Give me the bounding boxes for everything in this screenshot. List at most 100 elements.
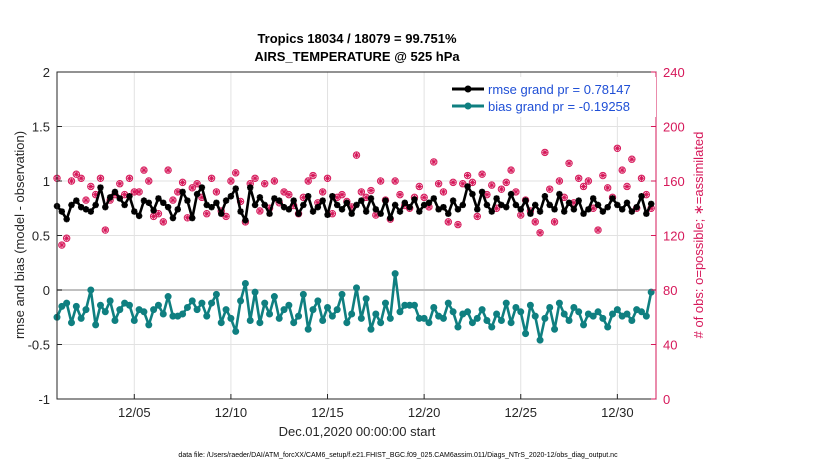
bias-point: [72, 302, 80, 310]
rmse-point: [68, 201, 75, 209]
bias-point: [246, 317, 254, 325]
obs-assimilated-marker: [455, 222, 461, 228]
obs-possible-marker: [135, 188, 143, 196]
obs-possible-marker: [203, 210, 211, 218]
obs-assimilated-marker: [474, 213, 480, 220]
legend-rmse-label: rmse grand pr = 0.78147: [488, 82, 631, 97]
bias-point: [338, 290, 346, 298]
bias-point: [570, 303, 578, 311]
bias-point: [381, 299, 389, 307]
rmse-point: [503, 203, 510, 211]
bias-point: [111, 317, 119, 325]
bias-point: [526, 301, 534, 309]
rmse-point: [647, 200, 655, 208]
bias-point: [140, 308, 148, 316]
obs-assimilated-marker: [378, 178, 384, 184]
rmse-point: [314, 203, 322, 211]
obs-possible-marker: [164, 166, 172, 174]
obs-possible-marker: [396, 190, 404, 199]
y-left-tick-label: 2: [43, 65, 50, 80]
rmse-point: [193, 190, 201, 198]
rmse-point: [271, 195, 278, 202]
bias-point: [290, 319, 298, 327]
bias-point: [512, 303, 520, 311]
obs-assimilated-marker: [580, 183, 587, 190]
rmse-point: [140, 197, 148, 204]
rmse-point: [585, 206, 592, 213]
bias-point: [609, 310, 617, 318]
obs-assimilated-marker: [271, 178, 277, 184]
bias-point: [464, 308, 472, 316]
obs-possible-marker: [579, 182, 588, 191]
rmse-point: [174, 206, 181, 213]
obs-assimilated-marker: [324, 175, 331, 181]
bias-point: [295, 312, 303, 320]
obs-assimilated-marker: [117, 181, 123, 187]
rmse-point: [411, 196, 418, 203]
bias-point: [125, 301, 133, 309]
rmse-point: [145, 199, 152, 206]
bias-point: [154, 301, 162, 309]
y-left-tick-label: 0: [43, 283, 50, 298]
rmse-point: [459, 201, 466, 209]
obs-assimilated-marker: [590, 205, 596, 211]
obs-assimilated-marker: [97, 175, 104, 181]
bias-point: [473, 314, 481, 322]
rmse-point: [493, 195, 500, 202]
obs-assimilated-marker: [353, 152, 360, 158]
rmse-point: [618, 206, 626, 213]
obs-possible-marker: [420, 193, 428, 202]
obs-assimilated-marker: [421, 194, 427, 200]
obs-assimilated-marker: [93, 192, 99, 198]
obs-possible-marker: [415, 182, 423, 191]
bias-point: [580, 321, 588, 329]
bias-point: [599, 314, 607, 322]
obs-assimilated-marker: [175, 189, 181, 195]
bias-point: [241, 279, 249, 287]
rmse-point: [179, 188, 186, 196]
obs-possible-marker: [439, 188, 448, 196]
rmse-point: [63, 215, 70, 223]
obs-assimilated-marker: [194, 181, 200, 187]
obs-possible-marker: [507, 166, 515, 174]
rmse-point: [507, 190, 515, 198]
bias-point: [237, 297, 245, 305]
obs-assimilated-marker: [131, 189, 137, 195]
y-right-tick-label: 120: [663, 229, 685, 244]
bias-point: [58, 302, 66, 310]
bias-point: [198, 299, 206, 307]
obs-assimilated-marker: [155, 211, 162, 217]
obs-assimilated-marker: [320, 189, 326, 195]
obs-possible-marker: [594, 226, 602, 234]
obs-assimilated-marker: [460, 181, 466, 187]
obs-assimilated-marker: [136, 189, 142, 195]
x-tick-label: 12/20: [408, 405, 441, 420]
bias-point: [420, 314, 428, 322]
rmse-point: [541, 193, 549, 200]
y-right-tick-label: 240: [663, 65, 685, 80]
rmse-point: [556, 190, 563, 198]
rmse-point: [261, 201, 268, 209]
rmse-point: [343, 199, 351, 206]
bias-point: [613, 306, 621, 314]
obs-assimilated-marker: [445, 219, 451, 225]
rmse-point: [372, 206, 380, 213]
rmse-point: [135, 212, 143, 220]
obs-possible-marker: [541, 148, 549, 157]
bias-line: [55, 272, 653, 342]
obs-possible-marker: [449, 178, 457, 187]
rmse-point: [353, 201, 360, 209]
obs-assimilated-marker: [614, 145, 620, 151]
bias-point: [343, 319, 351, 327]
bias-point: [367, 325, 375, 333]
rmse-point: [222, 197, 230, 204]
obs-assimilated-marker: [83, 197, 89, 203]
rmse-point: [387, 214, 394, 222]
obs-possible-marker: [285, 190, 293, 199]
obs-assimilated-marker: [493, 205, 500, 211]
obs-assimilated-marker: [561, 194, 567, 200]
obs-possible-marker: [623, 182, 631, 191]
bias-point: [372, 310, 380, 318]
rmse-point: [232, 185, 239, 192]
